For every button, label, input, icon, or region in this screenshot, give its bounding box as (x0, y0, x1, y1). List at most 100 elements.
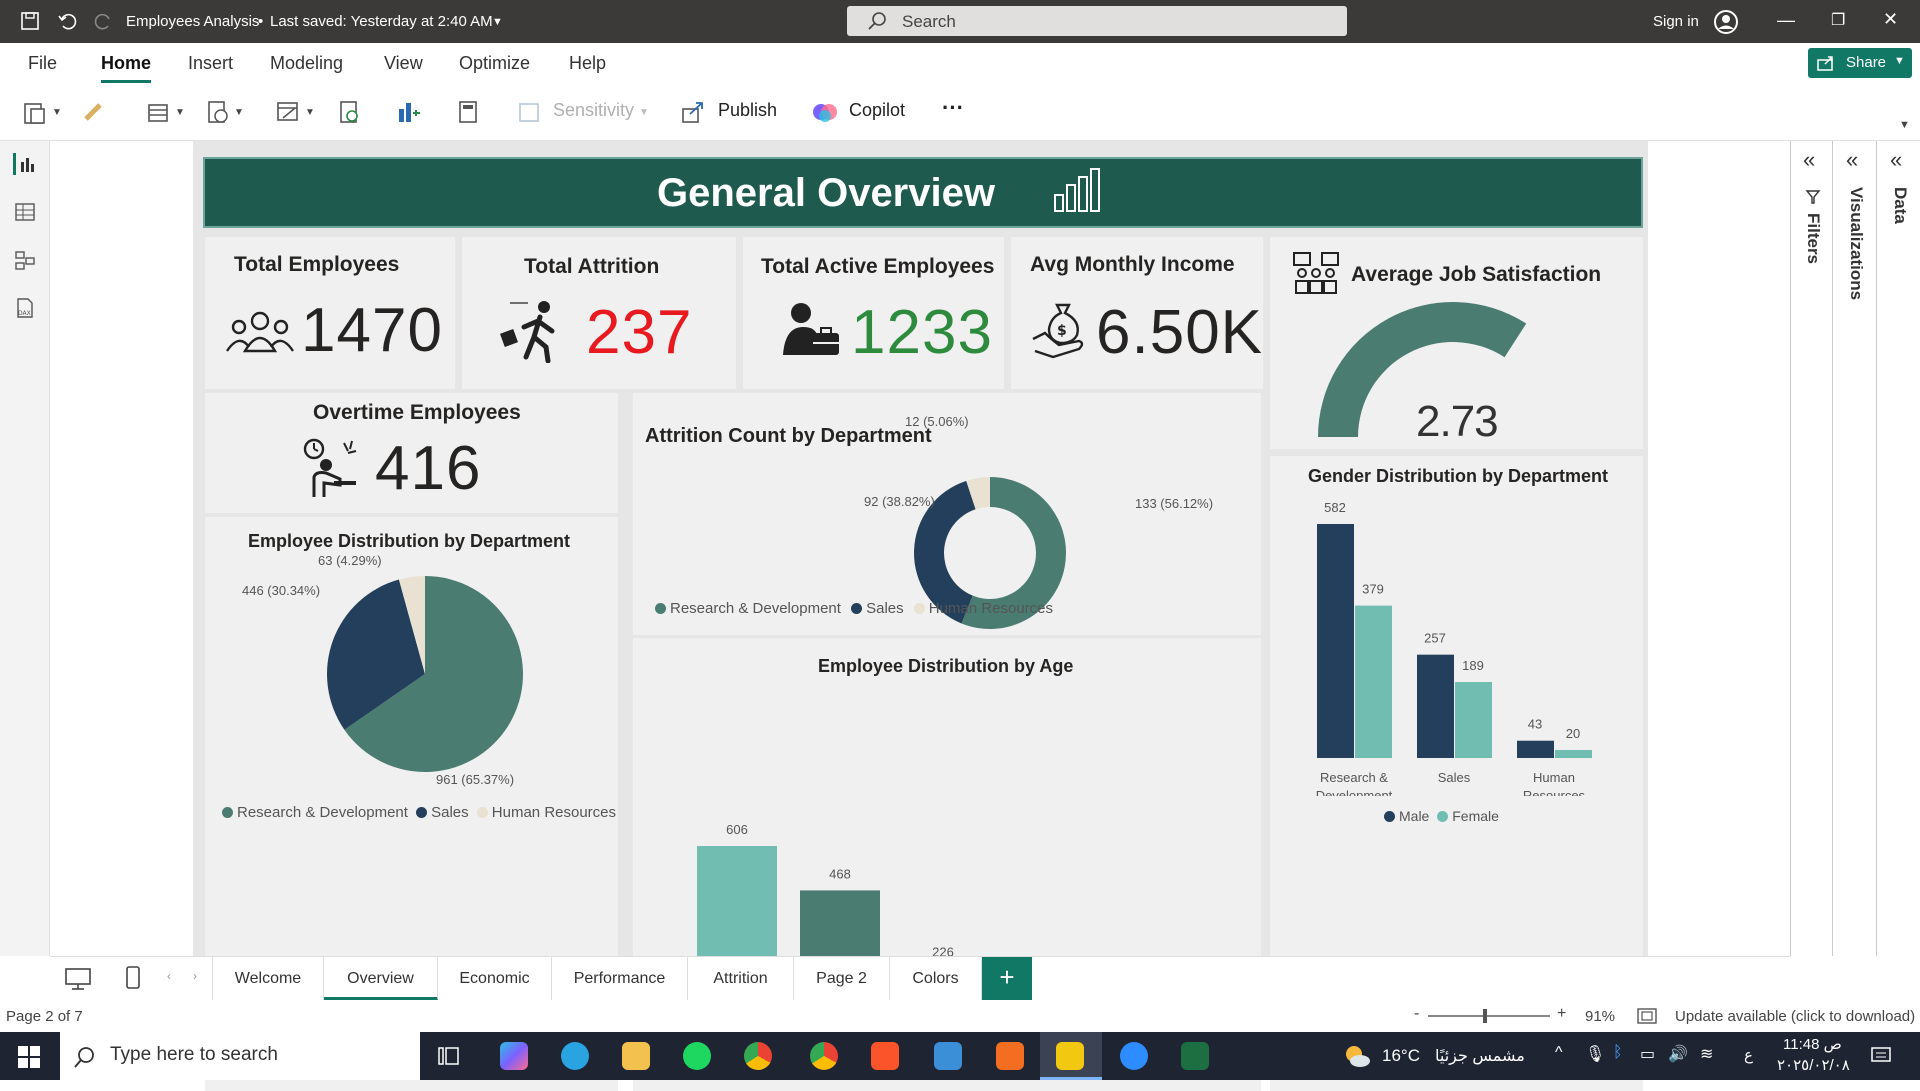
tab-performance[interactable]: Performance (552, 957, 688, 1001)
weather-temperature[interactable]: 16°C (1382, 1046, 1420, 1065)
weather-description[interactable]: مشمس جزئيًا (1435, 1048, 1525, 1065)
legend-item-male[interactable]: Male (1384, 808, 1429, 824)
tab-scroll-right-icon[interactable]: › (193, 969, 197, 983)
clock-time[interactable]: 11:48 ص (1783, 1036, 1842, 1053)
bar-female-0[interactable] (1355, 605, 1392, 758)
bar-female-2[interactable] (1555, 749, 1592, 758)
data-pane-collapsed[interactable]: « Data (1877, 141, 1920, 956)
copilot-icon[interactable] (812, 99, 838, 125)
zoom-app-icon[interactable] (1120, 1042, 1148, 1070)
chevron-down-icon[interactable]: ▼ (52, 107, 62, 118)
chevron-down-icon[interactable]: ▼ (234, 107, 244, 118)
pie-slice-sales[interactable] (327, 579, 425, 730)
donut-slice-hr[interactable] (966, 477, 990, 510)
clock-date[interactable]: ٢٠٢٥/٠٢/٠٨ (1777, 1057, 1850, 1074)
new-measure-icon[interactable] (455, 99, 481, 125)
chevron-down-icon[interactable]: ▼ (175, 107, 185, 118)
kpi-card-avg-monthly-income[interactable]: Avg Monthly Income $ 6.50K (1011, 237, 1263, 389)
chrome-app-icon[interactable] (744, 1042, 772, 1070)
donut-slice-research[interactable] (961, 477, 1066, 629)
gauge-card-job-satisfaction[interactable]: Average Job Satisfaction 2.73 (1270, 237, 1643, 449)
zoom-in-button[interactable]: + (1557, 1005, 1567, 1022)
report-view-icon[interactable] (13, 153, 37, 175)
legend-item-sales[interactable]: Sales (851, 600, 904, 617)
zoom-slider[interactable] (1428, 1015, 1550, 1017)
kpi-card-total-active-employees[interactable]: Total Active Employees 1233 (743, 237, 1004, 389)
chevron-down-icon[interactable]: ▼ (492, 16, 503, 28)
legend-item-hr[interactable]: Human Resources (913, 600, 1053, 617)
add-page-button[interactable]: + (982, 957, 1032, 1001)
legend-item-research[interactable]: Research & Development (222, 804, 408, 821)
spotify-app-icon[interactable] (683, 1042, 711, 1070)
menu-help[interactable]: Help (569, 53, 607, 73)
close-icon[interactable]: ✕ (1883, 9, 1899, 29)
donut-slice-sales[interactable] (914, 480, 976, 624)
tab-economic[interactable]: Economic (438, 957, 552, 1001)
filters-pane-collapsed[interactable]: « Filters (1791, 141, 1833, 956)
more-options-button[interactable]: ··· (942, 95, 964, 120)
tab-colors[interactable]: Colors (890, 957, 982, 1001)
document-title[interactable]: Employees Analysis (126, 13, 260, 30)
restore-icon[interactable]: ❐ (1831, 12, 1846, 29)
bar-male-1[interactable] (1417, 654, 1454, 758)
legend-item-female[interactable]: Female (1437, 808, 1499, 824)
chevron-down-icon[interactable]: ▼ (305, 107, 315, 118)
bar-male-2[interactable] (1517, 740, 1554, 758)
recent-sources-icon[interactable] (205, 99, 231, 125)
volume-icon[interactable]: 🔊 (1668, 1046, 1688, 1063)
dax-query-icon[interactable]: DAX (14, 297, 36, 319)
telegram-app-icon[interactable] (561, 1042, 589, 1070)
format-painter-icon[interactable] (82, 99, 108, 125)
menu-optimize[interactable]: Optimize (459, 53, 531, 73)
menu-home[interactable]: Home (101, 53, 152, 83)
wifi-icon[interactable]: ≋ (1700, 1046, 1714, 1063)
refresh-icon[interactable] (337, 99, 363, 125)
mobile-layout-icon[interactable] (124, 965, 142, 991)
redo-icon[interactable] (94, 11, 114, 31)
transform-data-icon[interactable] (275, 99, 301, 125)
minimize-icon[interactable]: — (1777, 10, 1795, 30)
legend-item-hr[interactable]: Human Resources (476, 804, 616, 821)
table-view-icon[interactable] (14, 201, 36, 223)
copilot-app-icon[interactable] (500, 1042, 528, 1070)
pie-slice-hr[interactable] (398, 576, 425, 674)
excel-app-icon[interactable] (1181, 1042, 1209, 1070)
notifications-icon[interactable] (1870, 1046, 1892, 1066)
taskbar-search-box[interactable]: Type here to search (60, 1032, 420, 1080)
brave-app-icon[interactable] (871, 1042, 899, 1070)
new-visual-icon[interactable] (395, 99, 421, 125)
tab-overview[interactable]: Overview (324, 957, 438, 1001)
search-box[interactable]: Search (847, 6, 1347, 36)
expand-icon[interactable]: « (1803, 147, 1816, 172)
microphone-icon[interactable]: 🎙 (1585, 1046, 1606, 1063)
menu-file[interactable]: File (28, 53, 58, 73)
pdf-reader-app-icon[interactable] (996, 1042, 1024, 1070)
expand-icon[interactable]: « (1846, 147, 1859, 172)
desktop-layout-icon[interactable] (64, 967, 92, 991)
account-icon[interactable] (1713, 9, 1739, 35)
input-language[interactable]: ع (1744, 1047, 1753, 1064)
saved-status[interactable]: Last saved: Yesterday at 2:40 AM (270, 13, 493, 30)
chrome-profile-app-icon[interactable] (810, 1042, 838, 1070)
battery-icon[interactable]: ▭ (1640, 1046, 1656, 1063)
visualizations-pane-collapsed[interactable]: « Visualizations (1833, 141, 1877, 956)
menu-modeling[interactable]: Modeling (270, 53, 344, 73)
powerbi-taskbar-button[interactable] (1040, 1032, 1102, 1080)
zoom-slider-thumb[interactable] (1483, 1009, 1487, 1023)
tab-page-2[interactable]: Page 2 (794, 957, 890, 1001)
update-available-link[interactable]: Update available (click to download) (1675, 1008, 1916, 1025)
copilot-button[interactable]: Copilot (849, 100, 906, 120)
expand-icon[interactable]: « (1890, 147, 1903, 172)
kpi-card-total-attrition[interactable]: Total Attrition 237 (462, 237, 736, 389)
weather-icon[interactable] (1342, 1042, 1372, 1070)
fit-to-page-icon[interactable] (1637, 1008, 1657, 1024)
task-view-icon[interactable] (438, 1046, 460, 1066)
menu-insert[interactable]: Insert (188, 53, 234, 73)
pie-slice-research[interactable] (344, 576, 523, 772)
publish-icon[interactable] (680, 99, 706, 125)
file-explorer-app-icon[interactable] (622, 1042, 650, 1070)
legend-item-sales[interactable]: Sales (416, 804, 469, 821)
sign-in-link[interactable]: Sign in (1653, 13, 1699, 30)
tab-attrition[interactable]: Attrition (688, 957, 794, 1001)
model-view-icon[interactable] (14, 249, 36, 271)
